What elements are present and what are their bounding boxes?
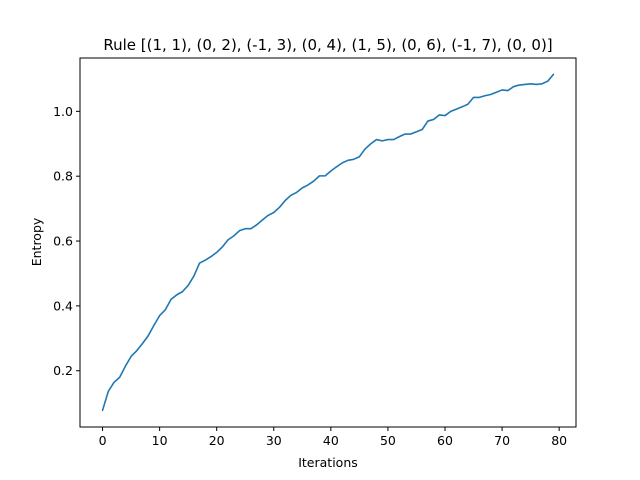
x-tick-label: 10 xyxy=(152,433,168,448)
y-axis-label: Entropy xyxy=(29,217,44,266)
x-tick-label: 50 xyxy=(380,433,396,448)
y-tick-label: 0.8 xyxy=(53,169,73,184)
chart-title: Rule [(1, 1), (0, 2), (-1, 3), (0, 4), (… xyxy=(103,36,552,54)
y-tick-label: 0.6 xyxy=(53,234,73,249)
x-tick-label: 80 xyxy=(551,433,567,448)
plot-frame xyxy=(79,57,577,428)
y-tick-label: 0.2 xyxy=(53,363,73,378)
x-tick-label: 60 xyxy=(437,433,453,448)
ticks-layer: 0 10 20 30 40 50 60 70 80 0.2 0.4 0.6 0.8 1.0 xyxy=(53,104,567,448)
x-axis-label: Iterations xyxy=(298,455,358,470)
x-tick-label: 70 xyxy=(494,433,510,448)
y-tick-label: 1.0 xyxy=(53,104,73,119)
x-tick-label: 0 xyxy=(99,433,107,448)
series-line-entropy xyxy=(101,73,555,412)
x-tick-label: 20 xyxy=(209,433,225,448)
y-tick-label: 0.4 xyxy=(53,298,73,313)
x-tick-label: 30 xyxy=(266,433,282,448)
x-tick-label: 40 xyxy=(323,433,339,448)
series-layer xyxy=(101,73,555,412)
